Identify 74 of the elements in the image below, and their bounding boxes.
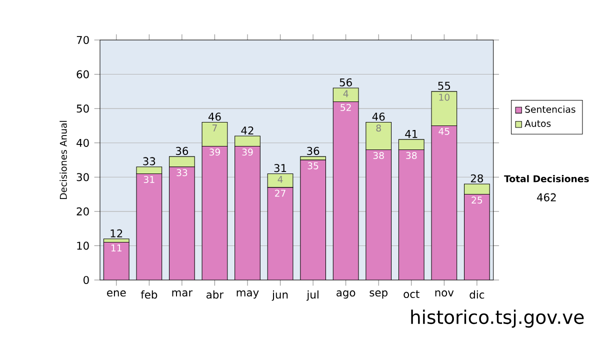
data-label: 11 <box>111 244 122 252</box>
bar <box>432 126 457 280</box>
bar <box>366 150 392 280</box>
bar <box>104 242 130 280</box>
data-label: 7 <box>212 124 217 132</box>
bar <box>398 150 424 280</box>
data-label: 4 <box>343 90 348 98</box>
total-label: 12 <box>110 229 122 238</box>
legend-label: Sentencias <box>525 106 576 113</box>
data-label: 8 <box>376 124 381 132</box>
y-tick-label: 40 <box>76 138 89 147</box>
y-tick-label: 60 <box>76 70 89 78</box>
data-label: 39 <box>242 148 253 156</box>
y-tick-label: 20 <box>76 207 89 216</box>
bar <box>169 156 195 168</box>
bar <box>169 166 195 280</box>
total-label: 33 <box>143 157 156 166</box>
bar <box>202 146 228 280</box>
text: historico.tsj.gov.ve <box>411 310 584 328</box>
data-label: 4 <box>278 176 283 183</box>
y-tick-label: 10 <box>77 242 89 250</box>
x-tick-label: ene <box>107 290 126 297</box>
bar <box>398 139 424 150</box>
bar <box>234 136 260 147</box>
x-tick-label: sep <box>370 290 388 299</box>
total-label: 46 <box>372 112 385 121</box>
y-tick-label: 0 <box>84 276 89 284</box>
bar <box>464 194 490 280</box>
data-label: 52 <box>340 104 351 112</box>
total-label: 28 <box>470 174 484 182</box>
bar <box>136 166 162 174</box>
data-label: 10 <box>439 94 450 101</box>
data-label: 38 <box>373 152 384 160</box>
x-tick-label: feb <box>140 290 158 299</box>
x-tick-label: ago <box>336 290 356 299</box>
x-tick-label: dic <box>470 290 484 299</box>
data-label: 45 <box>438 128 450 135</box>
total-label: 31 <box>274 164 286 172</box>
bar <box>300 160 326 280</box>
total-label: 36 <box>176 146 188 155</box>
text: 462 <box>537 193 556 202</box>
data-label: 27 <box>275 190 286 197</box>
total-label: 56 <box>340 78 352 86</box>
legend-label: Autos <box>524 120 551 127</box>
bar <box>333 102 358 280</box>
x-tick-label: jun <box>272 290 288 301</box>
y-tick-label: 70 <box>76 36 89 44</box>
data-label: 33 <box>176 169 188 176</box>
x-tick-label: oct <box>404 290 420 298</box>
bar <box>267 173 294 188</box>
total-label: 55 <box>438 82 450 90</box>
x-tick-label: may <box>236 290 259 299</box>
y-axis-title: Decisiones Anual <box>60 120 67 199</box>
data-label: 35 <box>308 162 318 170</box>
bar <box>366 122 392 150</box>
total-label: 36 <box>307 146 320 155</box>
text: Total Decisiones <box>504 175 589 182</box>
total-label: 41 <box>405 130 418 138</box>
bar <box>234 146 260 280</box>
bar <box>136 174 162 280</box>
y-tick-label: 50 <box>76 104 89 113</box>
data-label: 25 <box>472 196 482 204</box>
x-tick-label: abr <box>206 290 224 299</box>
data-label: 31 <box>144 176 154 184</box>
y-tick-label: 30 <box>76 173 89 182</box>
x-tick-label: nov <box>435 290 454 297</box>
total-label: 46 <box>208 112 221 121</box>
bar <box>202 122 228 147</box>
x-tick-label: jul <box>306 290 318 301</box>
total-label: 42 <box>241 126 254 134</box>
x-tick-label: mar <box>172 290 193 297</box>
data-label: 39 <box>210 148 220 156</box>
data-label: 38 <box>406 152 417 160</box>
bar <box>268 187 293 280</box>
